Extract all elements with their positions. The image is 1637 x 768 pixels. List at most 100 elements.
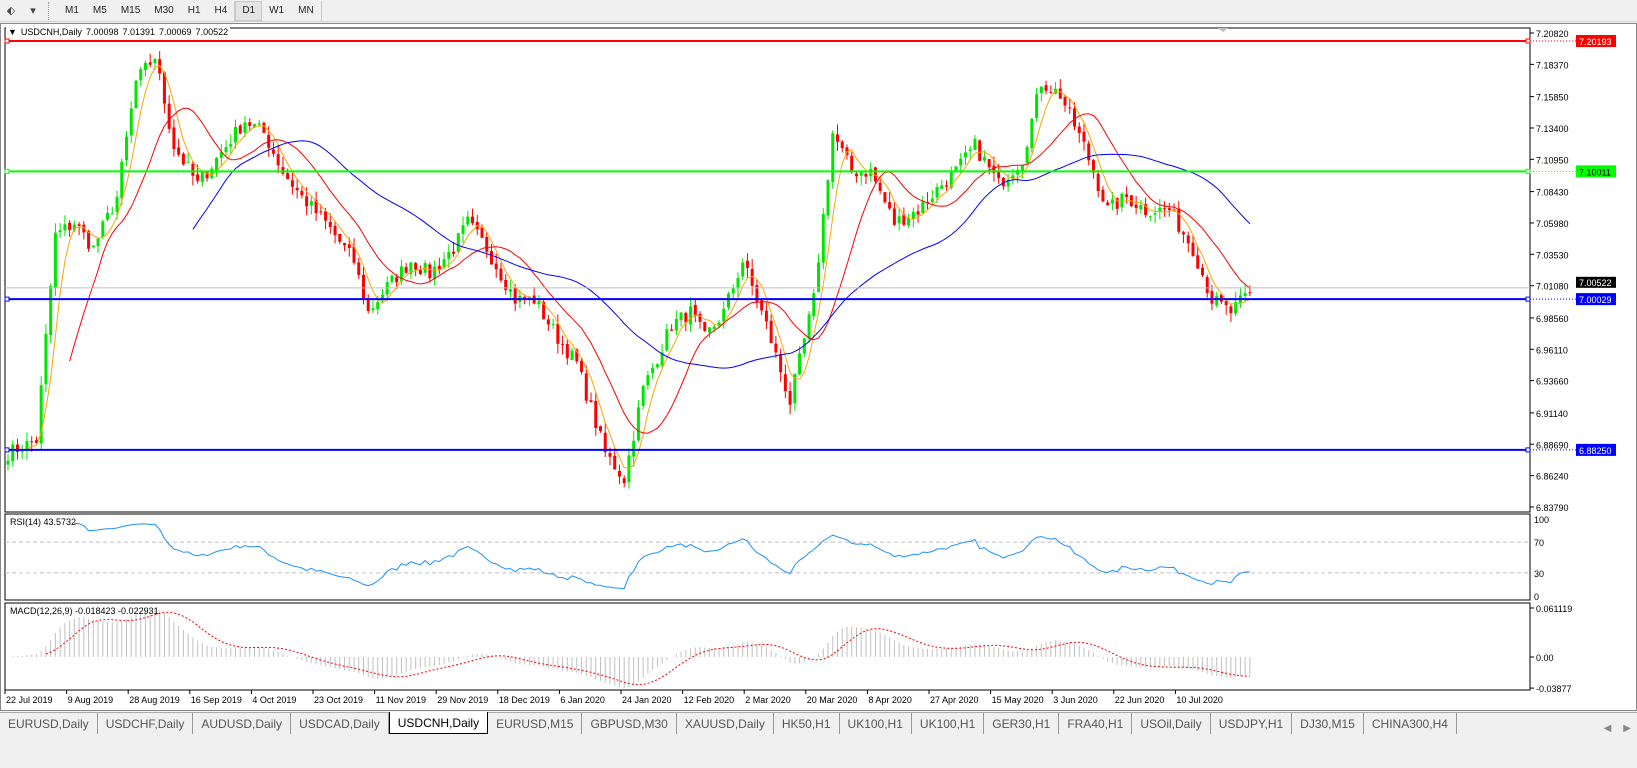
line-studies-icon[interactable]: ⬖ — [6, 5, 16, 17]
candle-body — [1144, 204, 1148, 215]
candle-body — [305, 196, 309, 207]
candle-body — [1006, 179, 1010, 187]
scroll-left-icon[interactable]: ◀ — [1603, 723, 1612, 734]
tab-uk100-h1[interactable]: UK100,H1 — [840, 713, 912, 734]
tab-eurusd-daily[interactable]: EURUSD,Daily — [0, 713, 98, 734]
level-price-label: 7.10011 — [1579, 167, 1611, 177]
rsi-label: RSI(14) 43.5732 — [10, 517, 77, 527]
tab-usdchf-daily[interactable]: USDCHF,Daily — [98, 713, 194, 734]
candle-body — [1001, 177, 1005, 187]
candle-body — [333, 225, 337, 236]
timeframe-w1[interactable]: W1 — [269, 5, 285, 16]
candle-body — [148, 62, 152, 65]
candle-body — [181, 153, 185, 165]
timeframe-m5[interactable]: M5 — [92, 5, 107, 16]
level-handle — [1525, 168, 1531, 174]
candle-body — [1044, 85, 1048, 91]
candle-body — [1106, 202, 1110, 206]
timeframe-h4[interactable]: H4 — [214, 5, 228, 16]
date-tick-label: 23 Oct 2019 — [314, 695, 363, 705]
rsi-line — [74, 522, 1250, 590]
candle-body — [670, 329, 674, 331]
candle-body — [603, 432, 607, 453]
date-tick-label: 18 Dec 2019 — [499, 695, 550, 705]
candle-body — [873, 167, 877, 182]
candle-body — [655, 364, 659, 368]
candle-body — [1082, 131, 1086, 142]
date-tick-label: 8 Apr 2020 — [868, 695, 912, 705]
timeframe-d1[interactable]: D1 — [235, 0, 263, 21]
candle-body — [1182, 232, 1186, 235]
candle-body — [703, 321, 707, 331]
tab-audusd-daily[interactable]: AUDUSD,Daily — [193, 713, 292, 734]
tab-gbpusd-m30[interactable]: GBPUSD,M30 — [582, 713, 677, 734]
candle-body — [68, 222, 72, 230]
candle-body — [940, 185, 944, 189]
chart-canvas[interactable]: 7.20820 7.18370 7.15850 7.13400 7.10950 7.084… — [0, 0, 1637, 712]
tab-usdcnh-daily[interactable]: USDCNH,Daily — [388, 712, 489, 734]
candle-body — [404, 267, 408, 273]
candle-body — [580, 360, 584, 372]
candle-body — [44, 333, 48, 385]
candle-body — [423, 263, 427, 273]
level-price-label: 7.00029 — [1579, 295, 1612, 305]
candle-body — [1210, 291, 1214, 304]
timeframe-m30[interactable]: M30 — [154, 5, 174, 16]
level-handle — [1525, 38, 1531, 44]
current-price-tag — [1576, 276, 1616, 288]
chart-window[interactable] — [0, 23, 1637, 711]
macd-tick-label: -0.03877 — [1536, 684, 1572, 694]
toolbar-grip[interactable] — [48, 1, 54, 20]
tab-china300-h4[interactable]: CHINA300,H4 — [1364, 713, 1457, 734]
dropdown-arrow-icon[interactable]: ▾ — [30, 5, 36, 17]
candle-body — [1025, 147, 1029, 164]
candle-body — [437, 265, 441, 270]
candle-body — [352, 246, 356, 263]
candle-body — [926, 201, 930, 203]
candle-body — [295, 187, 299, 191]
tab-dj30-m15[interactable]: DJ30,M15 — [1292, 713, 1364, 734]
candle-body — [252, 124, 256, 128]
tab-usdcad-daily[interactable]: USDCAD,Daily — [291, 713, 389, 734]
timeframe-mn[interactable]: MN — [298, 5, 314, 16]
separator — [234, 0, 236, 21]
candle-body — [418, 269, 422, 274]
level-handle — [1525, 296, 1531, 302]
tab-uk100-h1[interactable]: UK100,H1 — [912, 713, 985, 734]
candle-body — [907, 218, 911, 226]
candle-body — [162, 72, 166, 104]
tab-hk50-h1[interactable]: HK50,H1 — [774, 713, 840, 734]
tab-fra40-h1[interactable]: FRA40,H1 — [1059, 713, 1133, 734]
scroll-right-icon[interactable]: ▶ — [1623, 723, 1631, 734]
timeframe-m15[interactable]: M15 — [120, 5, 141, 16]
candle-body — [982, 157, 986, 161]
candle-body — [954, 166, 958, 172]
timeframe-h1[interactable]: H1 — [187, 5, 201, 16]
price-tick-label: 7.15850 — [1536, 93, 1569, 103]
candle-body — [485, 236, 489, 252]
tab-eurusd-m15[interactable]: EURUSD,M15 — [488, 713, 583, 734]
candle-body — [589, 400, 593, 403]
level-price-label: 7.20193 — [1579, 37, 1612, 47]
timeframe-m1[interactable]: M1 — [65, 5, 79, 16]
candle-body — [617, 470, 621, 477]
candle-body — [489, 251, 493, 265]
candle-body — [741, 262, 745, 277]
date-tick-label: 28 Aug 2019 — [129, 695, 180, 705]
candle-body — [143, 62, 147, 71]
tab-usoil-daily[interactable]: USOil,Daily — [1132, 713, 1211, 734]
tab-xauusd-daily[interactable]: XAUUSD,Daily — [677, 713, 774, 734]
date-tick-label: 3 Jun 2020 — [1053, 695, 1098, 705]
level-price-tag — [1576, 165, 1616, 178]
price-tick-label: 6.98560 — [1536, 314, 1569, 324]
candle-body — [357, 262, 361, 275]
candle-body — [1248, 292, 1252, 294]
tab-usdjpy-h1[interactable]: USDJPY,H1 — [1211, 713, 1293, 734]
collapse-arrow-icon[interactable]: ▼ — [8, 27, 17, 37]
candle-body — [859, 172, 863, 176]
candle-body — [575, 349, 579, 362]
candle-body — [698, 313, 702, 322]
candle-body — [916, 211, 920, 215]
tab-ger30-h1[interactable]: GER30,H1 — [984, 713, 1060, 734]
candle-body — [120, 161, 124, 199]
